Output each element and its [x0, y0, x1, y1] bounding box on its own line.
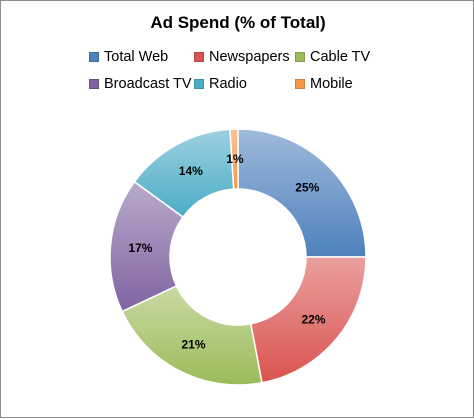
data-label-mobile: 1%	[226, 152, 244, 166]
legend-item-total-web: Total Web	[89, 49, 168, 65]
legend-swatch-radio	[194, 79, 204, 89]
legend-label-broadcast-tv: Broadcast TV	[104, 76, 192, 92]
slice-mobile	[229, 128, 239, 190]
legend-item-newspapers: Newspapers	[194, 49, 290, 65]
chart-title: Ad Spend (% of Total)	[150, 13, 326, 32]
legend-item-mobile: Mobile	[295, 76, 353, 92]
legend-label-mobile: Mobile	[310, 76, 353, 92]
legend-item-cable-tv: Cable TV	[295, 49, 370, 65]
legend-swatch-newspapers	[194, 52, 204, 62]
data-label-broadcast-tv: 17%	[128, 241, 152, 255]
data-label-total-web: 25%	[295, 181, 319, 195]
legend-label-radio: Radio	[209, 76, 247, 92]
legend-swatch-cable-tv	[295, 52, 305, 62]
legend-label-newspapers: Newspapers	[209, 49, 290, 65]
data-label-radio: 14%	[179, 164, 203, 178]
legend-item-broadcast-tv: Broadcast TV	[89, 76, 192, 92]
slice-total-web	[237, 128, 367, 258]
slice-newspapers	[249, 256, 367, 384]
legend-label-cable-tv: Cable TV	[310, 49, 371, 65]
legend-swatch-mobile	[295, 79, 305, 89]
data-label-newspapers: 22%	[301, 312, 325, 326]
legend-swatch-total-web	[89, 52, 99, 62]
legend-swatch-broadcast-tv	[89, 79, 99, 89]
legend-label-total-web: Total Web	[104, 49, 169, 65]
legend-item-radio: Radio	[194, 76, 247, 92]
data-label-cable-tv: 21%	[181, 337, 205, 351]
